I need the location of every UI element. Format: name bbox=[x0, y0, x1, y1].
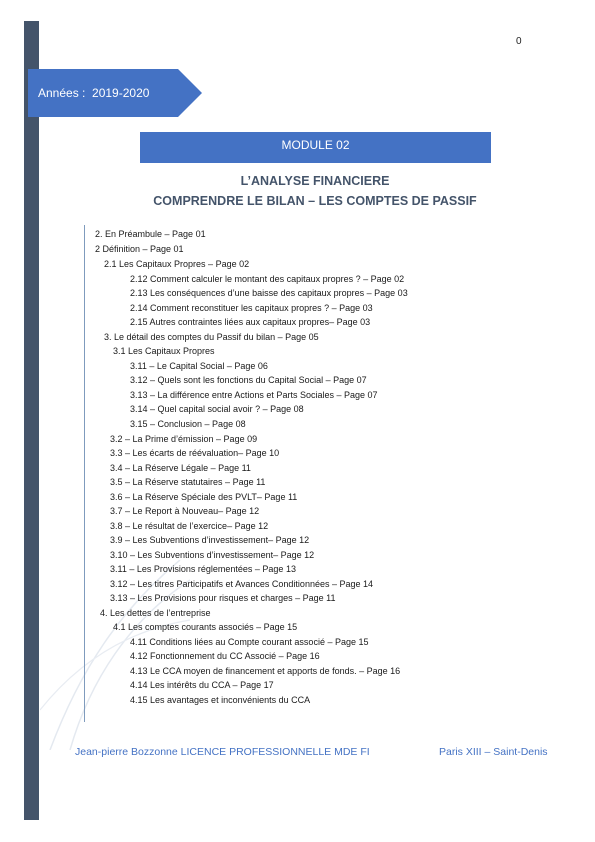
toc-entry: 3.5 – La Réserve statutaires – Page 11 bbox=[110, 477, 266, 487]
toc-entry: 2.14 Comment reconstituer les capitaux p… bbox=[130, 303, 373, 313]
toc-entry: 3.13 – Les Provisions pour risques et ch… bbox=[110, 593, 336, 603]
title-line-2: COMPRENDRE LE BILAN – LES COMPTES DE PAS… bbox=[153, 194, 477, 208]
toc-entry: 4.13 Le CCA moyen de financement et appo… bbox=[130, 666, 401, 676]
toc-entry: 3.12 – Quels sont les fonctions du Capit… bbox=[130, 375, 367, 385]
toc-entry: 2 Définition – Page 01 bbox=[95, 244, 184, 254]
toc-entry: 3.13 – La différence entre Actions et Pa… bbox=[130, 390, 378, 400]
toc-entry: 3.11 – Le Capital Social – Page 06 bbox=[130, 361, 268, 371]
toc-entry: 4.15 Les avantages et inconvénients du C… bbox=[130, 695, 311, 705]
toc-entry: 3.7 – Le Report à Nouveau– Page 12 bbox=[110, 506, 260, 516]
footer-location: Paris XIII – Saint-Denis bbox=[439, 746, 548, 758]
decorative-lines bbox=[40, 560, 191, 750]
toc-entry: 3.11 – Les Provisions réglementées – Pag… bbox=[110, 564, 296, 574]
toc-entry: 3.6 – La Réserve Spéciale des PVLT– Page… bbox=[110, 492, 298, 502]
toc-entry: 4.12 Fonctionnement du CC Associé – Page… bbox=[130, 651, 320, 661]
toc-entry: 3.12 – Les titres Participatifs et Avanc… bbox=[110, 579, 373, 589]
toc-entry: 4.11 Conditions liées au Compte courant … bbox=[130, 637, 369, 647]
toc-entry: 2. En Préambule – Page 01 bbox=[95, 229, 206, 239]
toc-entry: 3.10 – Les Subventions d’investissement–… bbox=[110, 550, 315, 560]
year-banner-text: Années : 2019-2020 bbox=[38, 86, 150, 100]
toc-entry: 2.1 Les Capitaux Propres – Page 02 bbox=[104, 259, 250, 269]
toc-entry: 3.9 – Les Subventions d’investissement– … bbox=[110, 535, 310, 545]
left-sidebar-bar bbox=[24, 21, 39, 820]
page-number: 0 bbox=[516, 36, 522, 47]
toc-entry: 4. Les dettes de l’entreprise bbox=[100, 608, 211, 618]
toc-entry: 2.15 Autres contraintes liées aux capita… bbox=[130, 317, 371, 327]
toc-entry: 3. Le détail des comptes du Passif du bi… bbox=[104, 332, 319, 342]
toc-entry: 3.1 Les Capitaux Propres bbox=[113, 346, 215, 356]
banner-arrow-shape bbox=[28, 69, 202, 117]
year-banner: Années : 2019-2020 bbox=[28, 69, 202, 117]
toc-entry: 3.3 – Les écarts de réévaluation– Page 1… bbox=[110, 448, 280, 458]
toc-entry: 3.14 – Quel capital social avoir ? – Pag… bbox=[130, 404, 304, 414]
toc-entry: 2.12 Comment calculer le montant des cap… bbox=[130, 274, 405, 284]
footer-author: Jean-pierre Bozzonne LICENCE PROFESSIONN… bbox=[75, 746, 370, 758]
toc-entry: 3.4 – La Réserve Légale – Page 11 bbox=[110, 463, 251, 473]
toc-entry: 2.13 Les conséquences d’une baisse des c… bbox=[130, 288, 408, 298]
module-label: MODULE 02 bbox=[140, 132, 491, 163]
title-line-1: L’ANALYSE FINANCIERE bbox=[240, 174, 390, 188]
toc-entry: 4.14 Les intérêts du CCA – Page 17 bbox=[130, 680, 274, 690]
toc-entry: 3.2 – La Prime d’émission – Page 09 bbox=[110, 434, 258, 444]
toc-entry: 3.8 – Le résultat de l’exercice– Page 12 bbox=[110, 521, 269, 531]
toc-vertical-rule bbox=[84, 225, 85, 722]
toc-entry: 4.1 Les comptes courants associés – Page… bbox=[113, 622, 298, 632]
toc-entry: 3.15 – Conclusion – Page 08 bbox=[130, 419, 246, 429]
